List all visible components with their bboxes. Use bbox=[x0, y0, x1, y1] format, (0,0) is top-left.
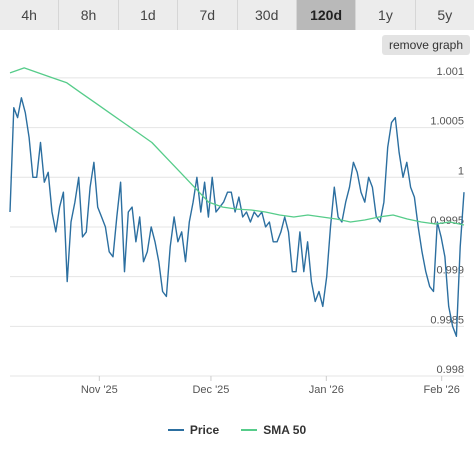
x-tick-label: Feb '26 bbox=[423, 384, 459, 396]
legend-sma-label: SMA 50 bbox=[263, 423, 307, 437]
x-axis-labels: Nov '25 Dec '25 Jan '26 Feb '26 bbox=[81, 384, 460, 396]
remove-graph-button[interactable]: remove graph bbox=[381, 35, 470, 55]
price-line bbox=[9, 97, 465, 337]
y-tick-label: 0.999 bbox=[436, 265, 464, 277]
y-tick-label: 0.9995 bbox=[430, 215, 464, 227]
tab-4h[interactable]: 4h bbox=[0, 0, 60, 30]
tab-7d[interactable]: 7d bbox=[178, 0, 238, 30]
price-swatch-icon bbox=[167, 429, 184, 431]
sma-line bbox=[9, 67, 465, 226]
y-tick-label: 0.998 bbox=[436, 364, 464, 376]
sma-swatch-icon bbox=[241, 429, 258, 431]
tab-8h[interactable]: 8h bbox=[59, 0, 119, 30]
y-tick-label: 1 bbox=[458, 165, 464, 177]
tab-1d[interactable]: 1d bbox=[118, 0, 179, 30]
chart-grid bbox=[10, 77, 464, 381]
tab-120d[interactable]: 120d bbox=[296, 0, 357, 30]
legend-price[interactable]: Price bbox=[167, 423, 220, 437]
y-axis-labels: 0.998 0.9985 0.999 0.9995 1 1.0005 1.001 bbox=[430, 66, 464, 376]
price-chart: 0.998 0.9985 0.999 0.9995 1 1.0005 1.001 Nov '… bbox=[9, 66, 465, 396]
legend-sma[interactable]: SMA 50 bbox=[241, 423, 306, 437]
timeframe-tabs: 4h 8h 1d 7d 30d 120d 1y 5y bbox=[0, 0, 474, 30]
x-tick-label: Nov '25 bbox=[81, 384, 118, 396]
tab-5y[interactable]: 5y bbox=[415, 0, 474, 30]
legend-price-label: Price bbox=[189, 423, 220, 437]
y-tick-label: 1.0005 bbox=[430, 116, 464, 128]
y-tick-label: 0.9985 bbox=[430, 314, 464, 326]
x-tick-label: Jan '26 bbox=[309, 384, 344, 396]
chart-series bbox=[9, 67, 465, 337]
tab-30d[interactable]: 30d bbox=[237, 0, 297, 30]
y-tick-label: 1.001 bbox=[436, 66, 464, 78]
x-tick-label: Dec '25 bbox=[192, 384, 229, 396]
tab-1y[interactable]: 1y bbox=[356, 0, 416, 30]
chart-legend: Price SMA 50 bbox=[0, 420, 474, 440]
